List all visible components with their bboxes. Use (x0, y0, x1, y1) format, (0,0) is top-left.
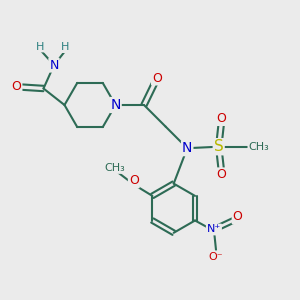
Text: N: N (110, 98, 121, 112)
Text: H: H (61, 42, 70, 52)
Text: O⁻: O⁻ (209, 251, 223, 262)
Text: N: N (182, 141, 192, 155)
Text: O: O (233, 210, 242, 224)
Text: H: H (36, 41, 45, 52)
Text: O: O (152, 71, 162, 85)
Text: S: S (214, 139, 224, 154)
Text: O: O (216, 112, 226, 125)
Text: N⁺: N⁺ (207, 224, 221, 235)
Text: O: O (216, 168, 226, 182)
Text: N: N (49, 58, 59, 72)
Text: O: O (129, 174, 139, 188)
Text: CH₃: CH₃ (104, 163, 125, 173)
Text: CH₃: CH₃ (248, 142, 269, 152)
Text: O: O (12, 80, 21, 94)
